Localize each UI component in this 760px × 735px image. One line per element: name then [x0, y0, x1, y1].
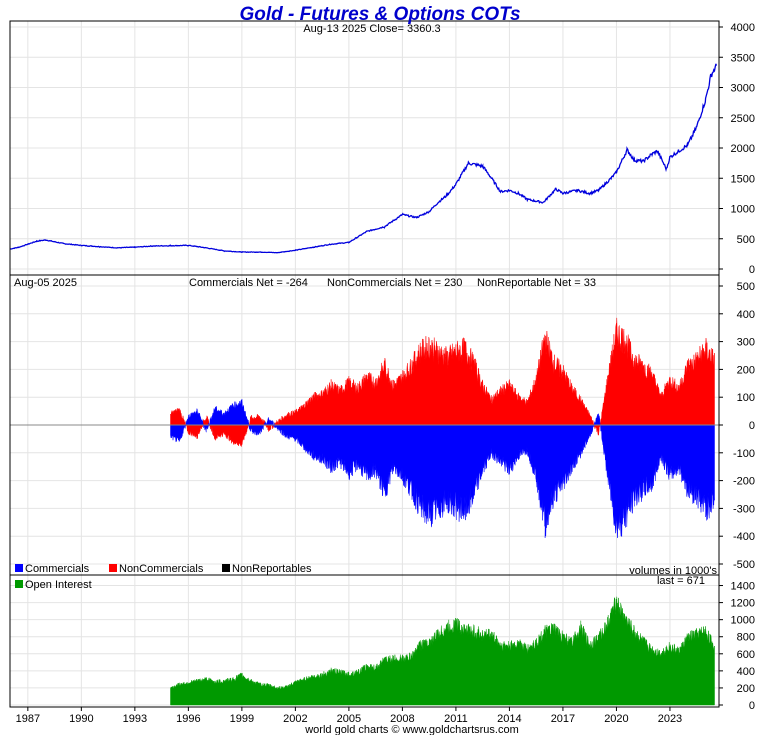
noncommercials-net-label: NonCommercials Net = 230	[327, 277, 462, 289]
cot-date: Aug-05 2025	[14, 277, 77, 289]
y-tick-label: -200	[733, 476, 755, 488]
legend-swatch-open-interest	[15, 580, 23, 588]
legend-label-commercials: Commercials	[25, 563, 90, 575]
x-tick-label: 1996	[176, 713, 200, 725]
volumes-note: volumes in 1000's	[629, 565, 717, 577]
chart-title: Gold - Futures & Options COTs	[239, 4, 520, 25]
oi-panel-frame	[9, 574, 720, 708]
y-tick-label: 1200	[731, 598, 755, 610]
y-tick-label: -500	[733, 559, 755, 571]
x-tick-label: 2011	[444, 713, 468, 725]
legend-swatch-noncommercials	[109, 564, 117, 572]
x-tick-label: 1999	[230, 713, 254, 725]
y-tick-label: 3500	[731, 52, 755, 64]
x-tick-label: 1993	[123, 713, 147, 725]
legend-label-open-interest: Open Interest	[25, 579, 92, 591]
y-tick-label: 800	[737, 632, 755, 644]
y-tick-label: 1000	[731, 615, 755, 627]
commercials-net-label: Commercials Net = -264	[189, 277, 308, 289]
y-tick-label: 0	[749, 420, 755, 432]
y-tick-label: 0	[749, 264, 755, 276]
gold-price-line	[9, 63, 717, 254]
legend-swatch-commercials	[15, 564, 23, 572]
x-tick-label: 1990	[69, 713, 93, 725]
y-tick-label: 600	[737, 649, 755, 661]
y-tick-label: 1500	[731, 173, 755, 185]
y-tick-label: 300	[737, 337, 755, 349]
y-tick-label: 2500	[731, 113, 755, 125]
y-tick-label: 1400	[731, 581, 755, 593]
y-tick-label: 400	[737, 309, 755, 321]
y-tick-label: 2000	[731, 143, 755, 155]
x-tick-label: 2017	[551, 713, 575, 725]
x-tick-label: 2014	[497, 713, 521, 725]
x-tick-label: 2020	[604, 713, 628, 725]
price-subtitle: Aug-13 2025 Close= 3360.3	[303, 23, 440, 35]
y-tick-label: 500	[737, 281, 755, 293]
x-tick-label: 2005	[337, 713, 361, 725]
y-tick-label: -100	[733, 448, 755, 460]
commercials-net-area	[170, 398, 715, 538]
legend-label-noncommercials: NonCommercials	[119, 563, 204, 575]
y-tick-label: 200	[737, 364, 755, 376]
x-tick-label: 2008	[390, 713, 414, 725]
open-interest-last: last = 671	[657, 575, 705, 587]
x-tick-label: 2002	[283, 713, 307, 725]
y-tick-label: 1000	[731, 204, 755, 216]
y-tick-label: 200	[737, 683, 755, 695]
y-tick-label: -400	[733, 531, 755, 543]
x-tick-label: 1987	[16, 713, 40, 725]
legend-label-nonreportables: NonReportables	[232, 563, 312, 575]
y-tick-label: 4000	[731, 22, 755, 34]
x-tick-label: 2023	[658, 713, 682, 725]
y-tick-label: 500	[737, 234, 755, 246]
legend-swatch-nonreportables	[222, 564, 230, 572]
nonreportables-net-label: NonReportable Net = 33	[477, 277, 596, 289]
y-tick-label: 100	[737, 392, 755, 404]
y-tick-label: 0	[749, 700, 755, 712]
noncommercials-net-area	[170, 317, 715, 447]
open-interest-area	[170, 596, 715, 706]
y-tick-label: 3000	[731, 83, 755, 95]
y-tick-label: -300	[733, 503, 755, 515]
y-tick-label: 400	[737, 666, 755, 678]
footer-credit: world gold charts © www.goldchartsrus.co…	[304, 724, 519, 735]
